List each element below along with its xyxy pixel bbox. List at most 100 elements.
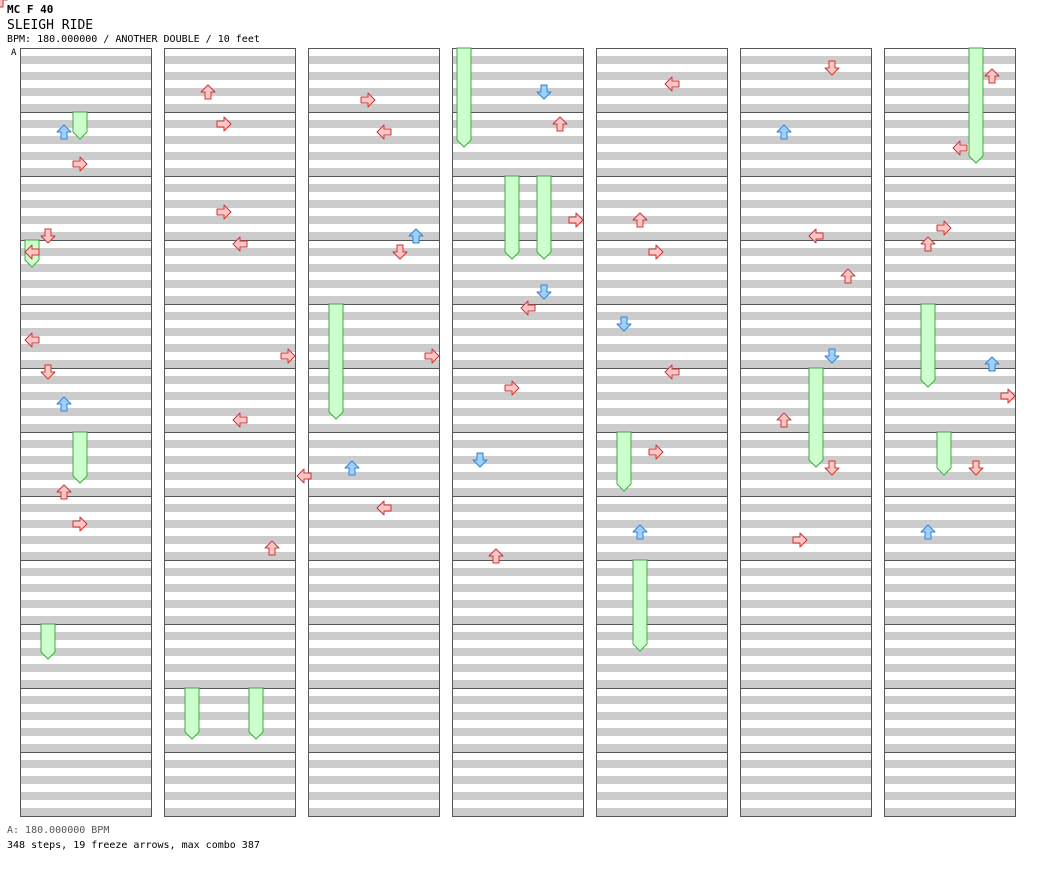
stripe — [20, 776, 152, 784]
column-2 — [164, 48, 296, 817]
stripe — [884, 232, 1016, 240]
stripe — [164, 728, 296, 736]
chart-info: BPM: 180.000000 / ANOTHER DOUBLE / 10 fe… — [7, 34, 260, 45]
stripe — [452, 728, 584, 736]
stripe — [740, 152, 872, 160]
stripe — [452, 440, 584, 448]
stripe — [740, 392, 872, 400]
stripe — [596, 88, 728, 96]
up-arrow — [56, 124, 72, 140]
stripe — [884, 760, 1016, 768]
stripe — [20, 152, 152, 160]
stripe — [740, 648, 872, 656]
stripe — [596, 232, 728, 240]
column-border — [452, 48, 584, 817]
left-arrow — [24, 332, 40, 348]
stripe — [308, 744, 440, 752]
freeze-arrow — [248, 687, 264, 740]
stripe — [740, 72, 872, 80]
down-arrow — [616, 316, 632, 332]
stripe — [884, 728, 1016, 736]
stripe — [740, 184, 872, 192]
stripe — [740, 328, 872, 336]
stripe — [596, 312, 728, 320]
stripe — [884, 488, 1016, 496]
stripe — [20, 312, 152, 320]
stripe — [164, 776, 296, 784]
stripe — [884, 328, 1016, 336]
stripe — [308, 232, 440, 240]
right-arrow — [792, 532, 808, 548]
stripe — [596, 696, 728, 704]
stripe — [308, 600, 440, 608]
stripe — [164, 344, 296, 352]
stripe — [452, 376, 584, 384]
stripe — [740, 104, 872, 112]
stripe — [308, 408, 440, 416]
down-arrow — [472, 452, 488, 468]
stripe — [452, 616, 584, 624]
stripe — [452, 552, 584, 560]
stripe — [884, 216, 1016, 224]
stripe — [884, 632, 1016, 640]
stripe — [164, 552, 296, 560]
right-arrow — [1000, 388, 1016, 404]
stripe — [452, 328, 584, 336]
stripe — [740, 808, 872, 816]
down-arrow — [40, 228, 56, 244]
column-border — [740, 48, 872, 817]
left-arrow — [952, 140, 968, 156]
stripe — [164, 680, 296, 688]
stripe — [884, 408, 1016, 416]
stripe — [452, 776, 584, 784]
stripe — [740, 376, 872, 384]
stripe — [164, 600, 296, 608]
stripe — [20, 568, 152, 576]
stripe — [884, 600, 1016, 608]
stripe — [740, 520, 872, 528]
stripe — [20, 248, 152, 256]
stripe — [164, 440, 296, 448]
right-arrow — [280, 348, 296, 364]
stripe — [452, 312, 584, 320]
stripe — [308, 648, 440, 656]
stripe — [740, 584, 872, 592]
stripe — [164, 808, 296, 816]
stripe — [20, 648, 152, 656]
stripe — [740, 760, 872, 768]
stripe — [308, 216, 440, 224]
up-arrow — [920, 524, 936, 540]
stripe — [740, 344, 872, 352]
stripe — [452, 120, 584, 128]
stripe — [308, 200, 440, 208]
stripe — [308, 168, 440, 176]
freeze-arrow — [184, 687, 200, 740]
stripe — [884, 376, 1016, 384]
stripe — [596, 680, 728, 688]
stripe — [884, 616, 1016, 624]
stripe — [740, 712, 872, 720]
stripe — [884, 472, 1016, 480]
stripe — [308, 424, 440, 432]
stripe — [308, 728, 440, 736]
stripe — [740, 616, 872, 624]
stripe — [740, 680, 872, 688]
stripe — [596, 504, 728, 512]
stripe — [740, 792, 872, 800]
stripe — [452, 664, 584, 672]
stripe — [596, 568, 728, 576]
stripe — [596, 760, 728, 768]
stripe — [596, 584, 728, 592]
stripe — [20, 728, 152, 736]
up-arrow — [632, 212, 648, 228]
stripe — [884, 248, 1016, 256]
stripe — [20, 552, 152, 560]
stripe — [308, 488, 440, 496]
stripe — [596, 552, 728, 560]
left-arrow — [232, 412, 248, 428]
freeze-arrow — [40, 623, 56, 660]
up-arrow — [488, 548, 504, 564]
stripe — [740, 744, 872, 752]
up-arrow — [984, 68, 1000, 84]
stripe — [452, 760, 584, 768]
